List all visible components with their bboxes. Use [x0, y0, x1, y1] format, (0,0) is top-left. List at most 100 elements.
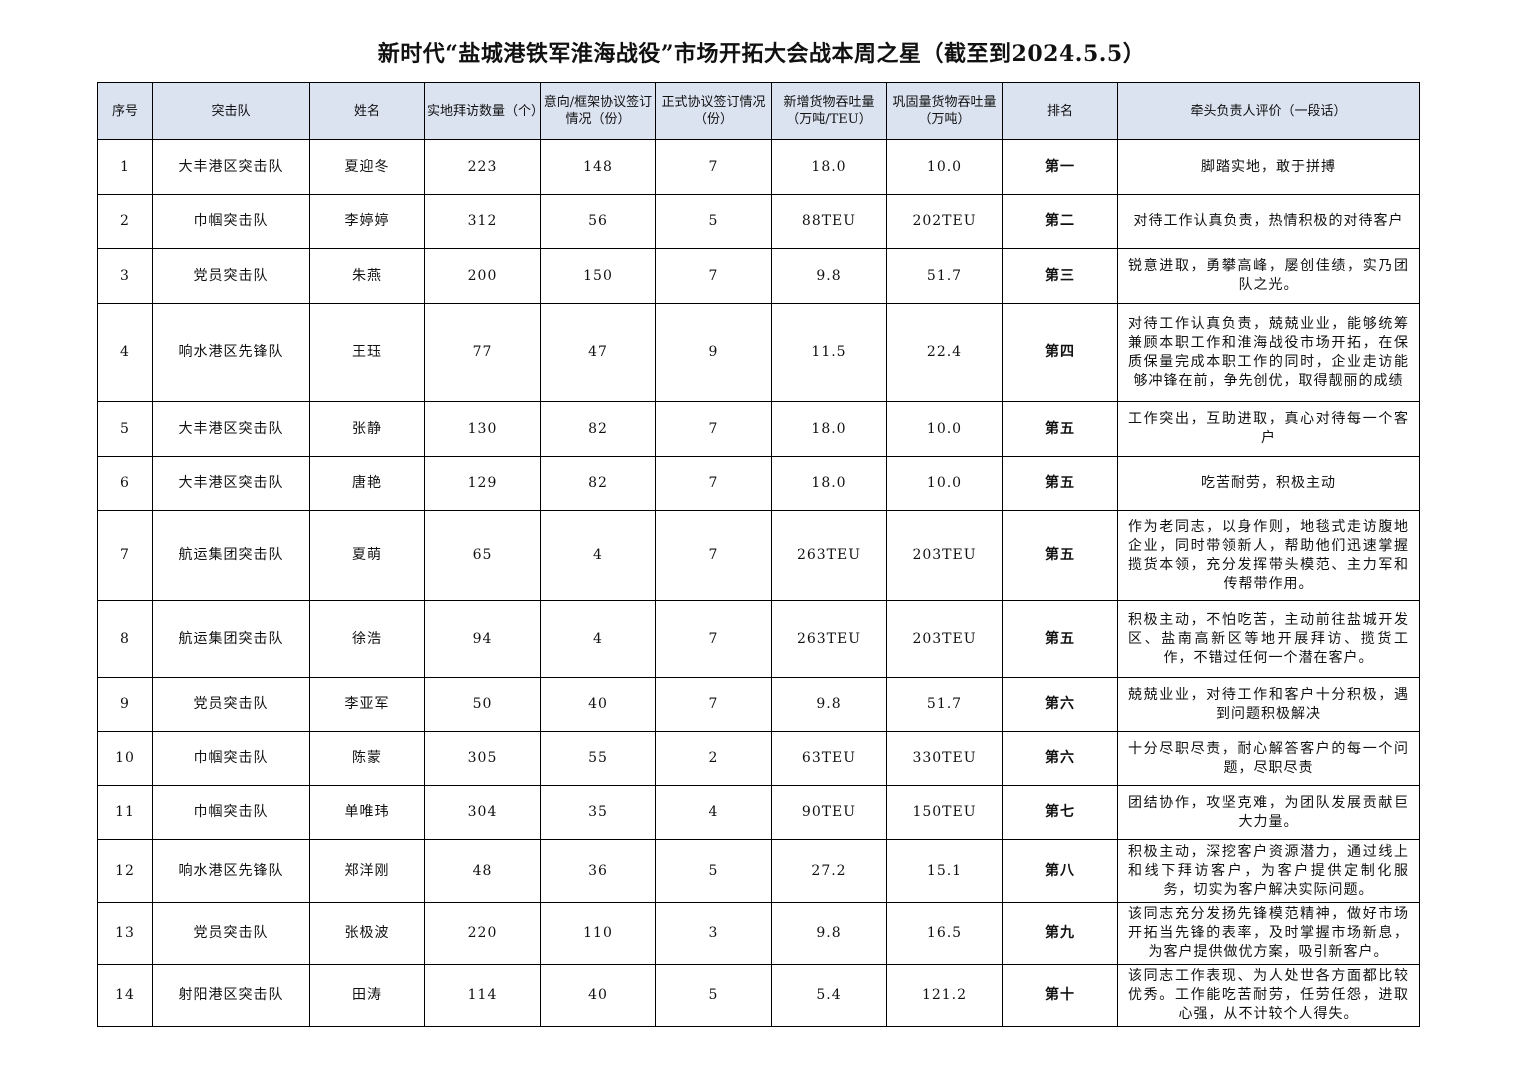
table-cell: 5	[97, 401, 153, 457]
table-row: 10 巾帼突击队 陈蒙 305 55 2 63TEU 330TEU 第六 十分尽职尽责，耐心解答客…	[97, 731, 1420, 786]
table-cell: 团结协作，攻坚克难，为团队发展贡献巨大力量。	[1117, 785, 1420, 840]
header-cell: 序号	[97, 82, 153, 140]
table-cell: 第五	[1002, 401, 1118, 457]
table-cell: 148	[540, 139, 656, 195]
table-cell: 130	[424, 401, 541, 457]
table-cell: 6	[97, 456, 153, 511]
table-cell: 李亚军	[309, 677, 425, 732]
table-cell: 90TEU	[771, 785, 887, 840]
table-body: 1 大丰港区突击队 夏迎冬 223 148 7 18.0 10.0 第一 脚踏实地，敢于拼搏 2 巾帼…	[97, 139, 1420, 1027]
table-cell: 7	[655, 139, 772, 195]
header-cell: 姓名	[309, 82, 425, 140]
table-cell: 十分尽职尽责，耐心解答客户的每一个问题，尽职尽责	[1117, 731, 1420, 786]
header-cell: 突击队	[152, 82, 310, 140]
table-row: 13 党员突击队 张极波 220 110 3 9.8 16.5 第九 该同志充分发扬先锋模范精神，…	[97, 902, 1420, 965]
table-cell: 48	[424, 839, 541, 903]
table-cell: 3	[97, 248, 153, 304]
table-cell: 第十	[1002, 964, 1118, 1027]
table-cell: 张极波	[309, 902, 425, 965]
table-cell: 1	[97, 139, 153, 195]
table-cell: 9.8	[771, 677, 887, 732]
table-cell: 第五	[1002, 510, 1118, 601]
table-cell: 第七	[1002, 785, 1118, 840]
table-cell: 88TEU	[771, 194, 887, 249]
table-cell: 51.7	[886, 677, 1003, 732]
header-cell: 牵头负责人评价（一段话）	[1117, 82, 1420, 140]
table-cell: 63TEU	[771, 731, 887, 786]
table-cell: 40	[540, 677, 656, 732]
table-cell: 该同志充分发扬先锋模范精神，做好市场开拓当先锋的表率，及时掌握市场新息，为客户提…	[1117, 902, 1420, 965]
table-cell: 第六	[1002, 731, 1118, 786]
table-cell: 锐意进取，勇攀高峰，屡创佳绩，实乃团队之光。	[1117, 248, 1420, 304]
table-cell: 工作突出，互助进取，真心对待每一个客户	[1117, 401, 1420, 457]
table-cell: 121.2	[886, 964, 1003, 1027]
table-cell: 2	[655, 731, 772, 786]
header-cell: 意向/框架协议签订情况（份）	[540, 82, 656, 140]
table-cell: 150	[540, 248, 656, 304]
table-cell: 56	[540, 194, 656, 249]
table-cell: 304	[424, 785, 541, 840]
table-cell: 40	[540, 964, 656, 1027]
star-table: 序号 突击队 姓名 实地拜访数量（个） 意向/框架协议签订情况（份） 正式协议签订情况（份…	[97, 82, 1420, 1027]
table-cell: 积极主动，不怕吃苦，主动前往盐城开发区、盐南高新区等地开展拜访、揽货工作，不错过…	[1117, 600, 1420, 678]
table-cell: 该同志工作表现、为人处世各方面都比较优秀。工作能吃苦耐劳，任劳任怨，进取心强，从…	[1117, 964, 1420, 1027]
table-cell: 94	[424, 600, 541, 678]
table-cell: 王珏	[309, 303, 425, 402]
table-cell: 第五	[1002, 456, 1118, 511]
table-cell: 35	[540, 785, 656, 840]
table-cell: 312	[424, 194, 541, 249]
table-cell: 5	[655, 964, 772, 1027]
table-cell: 巾帼突击队	[152, 194, 310, 249]
table-cell: 单唯玮	[309, 785, 425, 840]
table-row: 12 响水港区先锋队 郑洋刚 48 36 5 27.2 15.1 第八 积极主动，深挖客户资源潜力…	[97, 839, 1420, 903]
table-cell: 200	[424, 248, 541, 304]
table-row: 1 大丰港区突击队 夏迎冬 223 148 7 18.0 10.0 第一 脚踏实地，敢于拼搏	[97, 139, 1420, 195]
table-cell: 18.0	[771, 139, 887, 195]
table-cell: 李婷婷	[309, 194, 425, 249]
table-cell: 陈蒙	[309, 731, 425, 786]
table-cell: 8	[97, 600, 153, 678]
table-cell: 36	[540, 839, 656, 903]
table-cell: 263TEU	[771, 600, 887, 678]
table-cell: 55	[540, 731, 656, 786]
table-row: 8 航运集团突击队 徐浩 94 4 7 263TEU 203TEU 第五 积极主动，不怕吃苦，主动…	[97, 600, 1420, 678]
table-cell: 9.8	[771, 248, 887, 304]
table-cell: 10.0	[886, 139, 1003, 195]
table-cell: 129	[424, 456, 541, 511]
table-cell: 党员突击队	[152, 677, 310, 732]
table-cell: 党员突击队	[152, 902, 310, 965]
table-cell: 航运集团突击队	[152, 510, 310, 601]
table-cell: 10.0	[886, 456, 1003, 511]
table-cell: 51.7	[886, 248, 1003, 304]
table-cell: 65	[424, 510, 541, 601]
table-cell: 第二	[1002, 194, 1118, 249]
table-cell: 10	[97, 731, 153, 786]
table-cell: 203TEU	[886, 510, 1003, 601]
table-cell: 徐浩	[309, 600, 425, 678]
table-cell: 77	[424, 303, 541, 402]
header-cell: 正式协议签订情况（份）	[655, 82, 772, 140]
table-cell: 党员突击队	[152, 248, 310, 304]
table-cell: 田涛	[309, 964, 425, 1027]
table-cell: 82	[540, 401, 656, 457]
table-cell: 作为老同志，以身作则，地毯式走访腹地企业，同时带领新人，帮助他们迅速掌握揽货本领…	[1117, 510, 1420, 601]
table-cell: 第一	[1002, 139, 1118, 195]
table-cell: 第八	[1002, 839, 1118, 903]
table-cell: 航运集团突击队	[152, 600, 310, 678]
table-cell: 305	[424, 731, 541, 786]
table-cell: 7	[655, 401, 772, 457]
table-cell: 202TEU	[886, 194, 1003, 249]
table-row: 11 巾帼突击队 单唯玮 304 35 4 90TEU 150TEU 第七 团结协作，攻坚克难，为…	[97, 785, 1420, 840]
table-cell: 巾帼突击队	[152, 731, 310, 786]
table-cell: 12	[97, 839, 153, 903]
table-cell: 18.0	[771, 401, 887, 457]
table-cell: 11.5	[771, 303, 887, 402]
table-cell: 114	[424, 964, 541, 1027]
table-cell: 223	[424, 139, 541, 195]
table-cell: 大丰港区突击队	[152, 139, 310, 195]
table-row: 9 党员突击队 李亚军 50 40 7 9.8 51.7 第六 兢兢业业，对待工作和客户十分积极，…	[97, 677, 1420, 732]
header-cell: 排名	[1002, 82, 1118, 140]
table-cell: 夏迎冬	[309, 139, 425, 195]
table-cell: 10.0	[886, 401, 1003, 457]
